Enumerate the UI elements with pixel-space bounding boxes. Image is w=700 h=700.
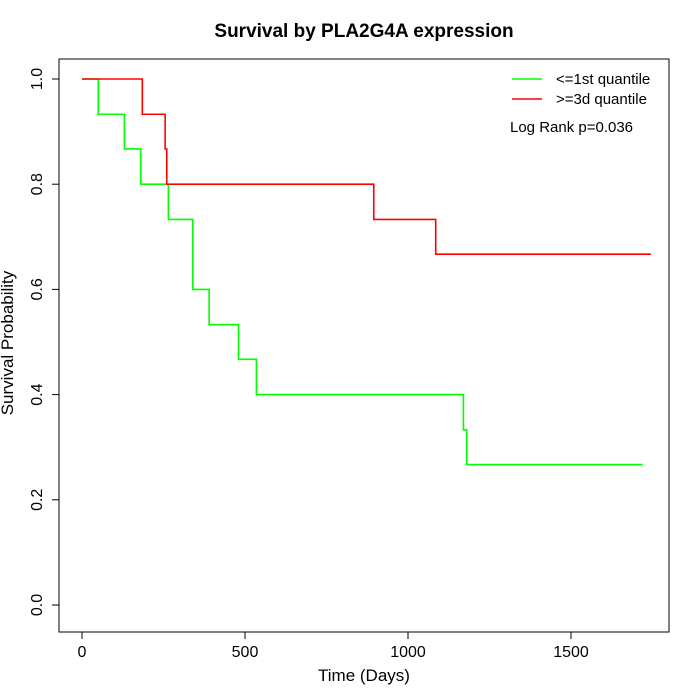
y-tick-label: 0.0 — [29, 594, 46, 616]
x-tick-label: 1500 — [553, 644, 589, 661]
x-tick-label: 500 — [232, 644, 259, 661]
y-tick-label: 0.4 — [29, 383, 46, 405]
survival-curve-series-2 — [82, 78, 651, 255]
x-tick-label: 0 — [78, 644, 87, 661]
y-axis-label: Survival Probability — [0, 270, 17, 415]
legend: <=1st quantile >=3d quantile — [512, 71, 650, 108]
legend-label: >=3d quantile — [556, 91, 647, 108]
x-axis: 0 500 1000 1500 — [78, 631, 589, 661]
y-tick-label: 0.8 — [29, 173, 46, 195]
legend-label: <=1st quantile — [556, 71, 650, 88]
y-tick-label: 1.0 — [29, 68, 46, 90]
chart-title: Survival by PLA2G4A expression — [214, 21, 513, 42]
y-tick-label: 0.2 — [29, 489, 46, 511]
plot-frame — [58, 58, 670, 633]
series-layer — [82, 78, 651, 466]
y-axis: 0.0 0.2 0.4 0.6 0.8 1.0 — [29, 68, 60, 616]
log-rank-annotation: Log Rank p=0.036 — [510, 119, 633, 136]
y-tick-label: 0.6 — [29, 278, 46, 300]
x-axis-label: Time (Days) — [318, 666, 410, 685]
x-tick-label: 1000 — [390, 644, 426, 661]
survival-curve-series-1 — [82, 78, 643, 466]
